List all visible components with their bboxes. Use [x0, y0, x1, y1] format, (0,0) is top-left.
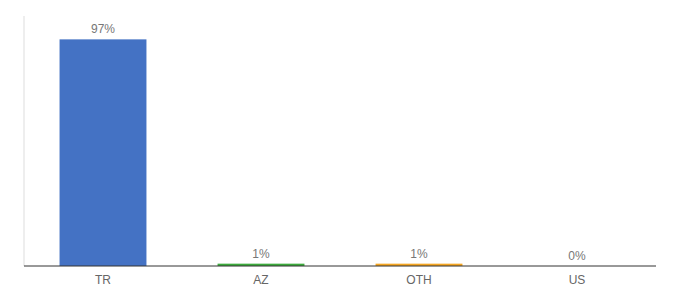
chart-container: TR AZ OTH US 97% 1% 1% 0%: [0, 0, 680, 300]
x-tick-label: AZ: [253, 273, 268, 287]
x-axis-line: [24, 266, 656, 267]
data-label: 1%: [410, 247, 428, 261]
data-label: 97%: [91, 22, 115, 36]
y-axis-line: [24, 16, 25, 266]
x-tick-label: TR: [95, 273, 111, 287]
bar: [60, 39, 147, 266]
x-tick-label: US: [569, 273, 586, 287]
bars: [60, 39, 463, 266]
data-label: 0%: [568, 249, 586, 263]
data-label: 1%: [252, 247, 270, 261]
x-tick-label: OTH: [406, 273, 431, 287]
chart: TR AZ OTH US 97% 1% 1% 0%: [0, 0, 680, 300]
